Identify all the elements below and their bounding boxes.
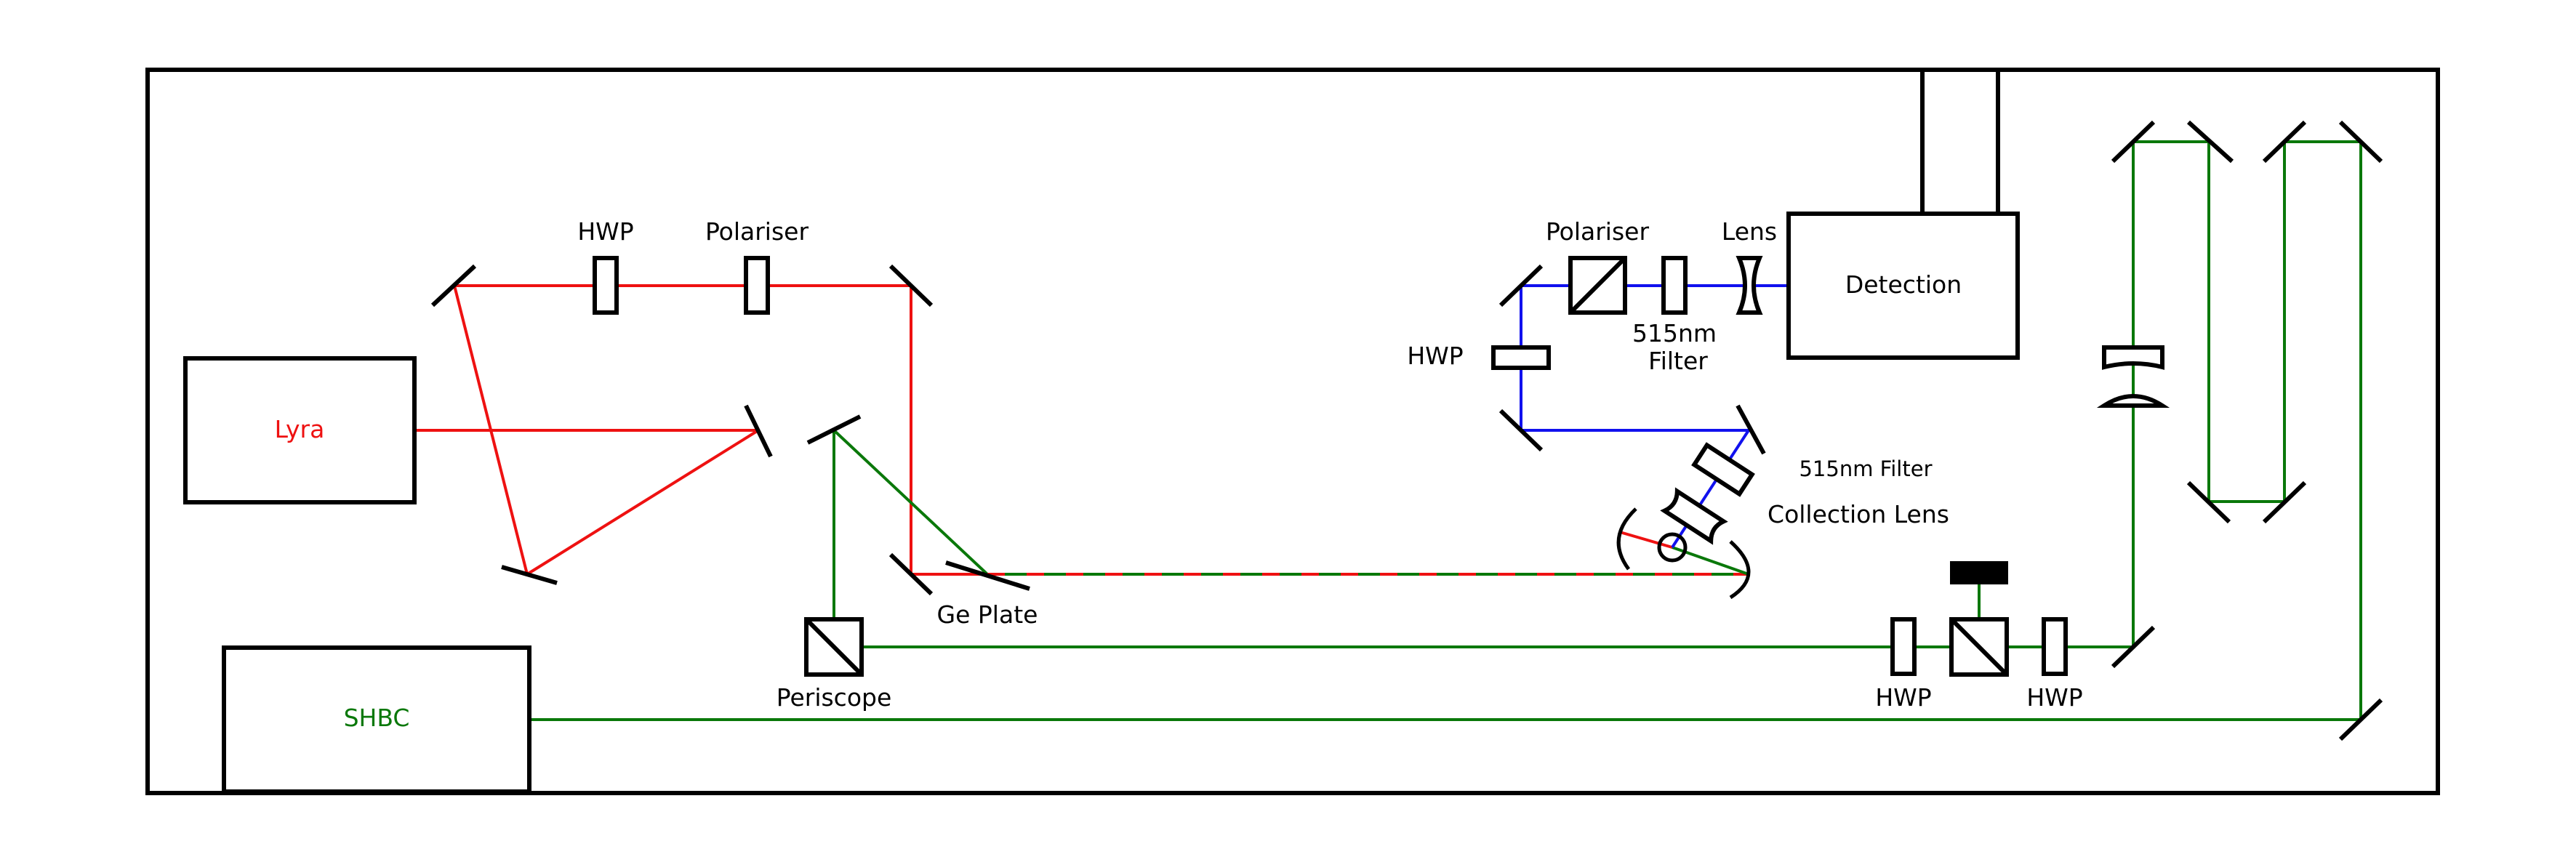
mirror <box>2338 120 2383 164</box>
hwp-bottom-left-label: HWP <box>1875 683 1931 712</box>
hwp-bottom-right-label: HWP <box>2026 683 2082 712</box>
lens-concave <box>1736 256 1763 315</box>
filter-515-top-label-line2: Filter <box>1648 347 1708 375</box>
telescope-lens-upper <box>2102 345 2164 370</box>
telescope-lens-lower <box>2096 394 2170 408</box>
beam-dump <box>1950 561 2008 584</box>
filter-515-angled <box>1691 442 1755 497</box>
lens-label: Lens <box>1722 217 1777 246</box>
mirrors <box>430 120 2383 741</box>
mirror <box>2186 480 2231 524</box>
mirror <box>2262 120 2307 164</box>
hwp-plate-top <box>593 256 619 315</box>
collection-lens-label: Collection Lens <box>1768 500 1949 528</box>
mirror <box>430 264 477 307</box>
mirror <box>2186 120 2234 164</box>
periscope-label: Periscope <box>777 683 892 712</box>
lyra-label: Lyra <box>275 415 325 443</box>
mirror <box>2111 120 2156 164</box>
red-beam-path <box>414 284 987 576</box>
mirror <box>945 560 1030 591</box>
collection-lens-angled <box>1660 487 1728 545</box>
collection-mirror-right <box>1729 540 1751 600</box>
polariser-detection-label: Polariser <box>1546 217 1650 246</box>
filter-515-angled-label: 515nm Filter <box>1799 456 1932 481</box>
hwp-blue-label: HWP <box>1407 342 1463 370</box>
mirror <box>501 565 558 585</box>
shbc-label: SHBC <box>344 704 410 732</box>
mirror <box>1498 264 1544 307</box>
polariser-cube-detection <box>1568 256 1627 315</box>
mirror <box>2262 480 2307 524</box>
periscope-cube <box>804 617 864 677</box>
hwp-plate-bottom-left <box>1890 617 1917 676</box>
filter-515-top-label-line1: 515nm <box>1632 319 1717 347</box>
detection-box <box>1786 212 2020 360</box>
collection-red-ray <box>1619 531 1673 549</box>
polariser-top-label: Polariser <box>705 217 809 246</box>
mirror <box>806 414 862 445</box>
optical-table-border <box>145 68 2440 795</box>
mirror <box>888 264 934 307</box>
filter-515-top <box>1661 256 1688 315</box>
mirror <box>2111 625 2156 669</box>
mirror <box>1736 404 1766 455</box>
mirror <box>2338 698 2383 741</box>
hwp-plate-blue <box>1491 345 1551 370</box>
hwp-plate-bottom-right <box>2042 617 2068 676</box>
mirror <box>888 552 934 596</box>
beamsplitter-cube-bottom <box>1949 617 2009 677</box>
collection-mirror-left <box>1616 507 1637 571</box>
hwp-top-label: HWP <box>577 217 633 246</box>
shbc-box <box>222 645 531 794</box>
sample-spot <box>1657 532 1688 563</box>
mirror <box>1498 409 1544 452</box>
polariser-plate-top <box>744 256 770 315</box>
lyra-laser-box <box>183 356 417 504</box>
mirror <box>744 404 773 458</box>
detection-label: Detection <box>1845 270 1962 299</box>
detection-arm <box>1920 68 2000 214</box>
ge-plate-label: Ge Plate <box>937 600 1038 629</box>
